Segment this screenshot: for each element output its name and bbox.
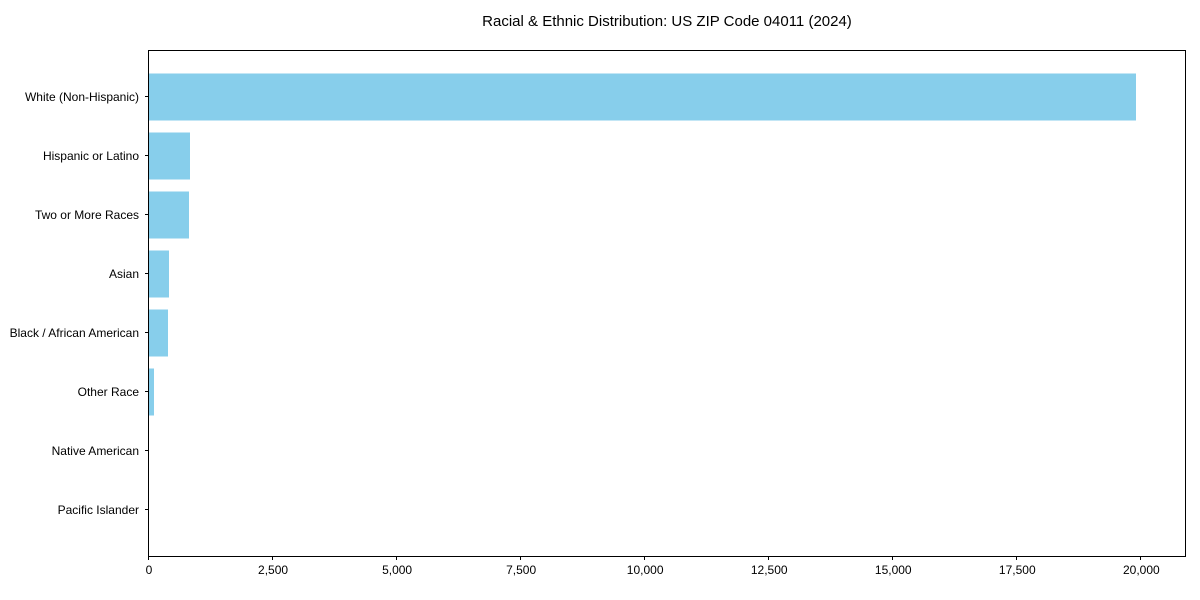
y-axis-category-label: Native American [51, 443, 139, 458]
bar-row: Asian [109, 245, 1185, 304]
x-axis-tick-mark [1016, 556, 1018, 560]
bar-row: Two or More Races [35, 186, 1185, 245]
x-axis-tick-label: 15,000 [874, 563, 912, 577]
bar-row: Pacific Islander [58, 480, 1185, 539]
y-axis-tick-mark [145, 155, 149, 157]
y-axis-tick-mark [145, 331, 149, 333]
y-axis-tick-mark [145, 96, 149, 98]
bar-row: Other Race [78, 362, 1185, 421]
bar-row: Hispanic or Latino [43, 127, 1185, 186]
bar [149, 250, 169, 298]
x-axis-tick-mark [520, 556, 522, 560]
x-axis-tick-mark [768, 556, 770, 560]
bar [149, 132, 191, 180]
y-axis-category-label: White (Non-Hispanic) [24, 90, 139, 105]
x-axis-tick-label: 0 [145, 563, 153, 577]
plot-area: White (Non-Hispanic) Hispanic or Latino Tw… [10, 50, 1186, 577]
bar-row: Black / African American [10, 304, 1185, 363]
y-axis-tick-mark [145, 390, 149, 392]
y-axis-tick-mark [145, 508, 149, 510]
y-axis-category-label: Pacific Islander [57, 502, 139, 517]
x-axis-tick-label: 10,000 [626, 563, 664, 577]
x-axis-tick-mark [396, 556, 398, 560]
y-axis-tick-mark [145, 449, 149, 451]
y-axis-category-label: Other Race [77, 384, 139, 399]
x-axis-tick-label: 20,000 [1122, 563, 1160, 577]
bar [149, 73, 1136, 121]
bar-rows: White (Non-Hispanic) Hispanic or Latino Tw… [10, 68, 1185, 539]
x-axis-tick-label: 2,500 [258, 563, 289, 577]
x-axis-tick-mark [272, 556, 274, 560]
y-axis-tick-mark [145, 214, 149, 216]
y-axis-category-label: Black / African American [9, 325, 139, 340]
bar [149, 191, 190, 239]
chart-title: Racial & Ethnic Distribution: US ZIP Cod… [482, 13, 852, 30]
y-axis-tick-mark [145, 273, 149, 275]
y-axis-category-label: Hispanic or Latino [42, 149, 139, 164]
x-axis-tick-label: 7,500 [506, 563, 537, 577]
bar [149, 368, 154, 416]
y-axis-category-label: Two or More Races [34, 208, 139, 223]
bar-row: White (Non-Hispanic) [25, 68, 1185, 127]
x-axis-tick-mark [148, 556, 149, 560]
x-axis-tick-label: 17,500 [998, 563, 1036, 577]
x-axis-tick-label: 12,500 [750, 563, 788, 577]
bar [149, 309, 169, 357]
y-axis-category-label: Asian [108, 267, 139, 282]
x-axis-tick-label: 5,000 [382, 563, 413, 577]
x-axis-tick-mark [1140, 556, 1142, 560]
x-axis-tick-mark [892, 556, 894, 560]
bar-row: Native American [52, 421, 1185, 480]
x-axis-tick-mark [644, 556, 646, 560]
